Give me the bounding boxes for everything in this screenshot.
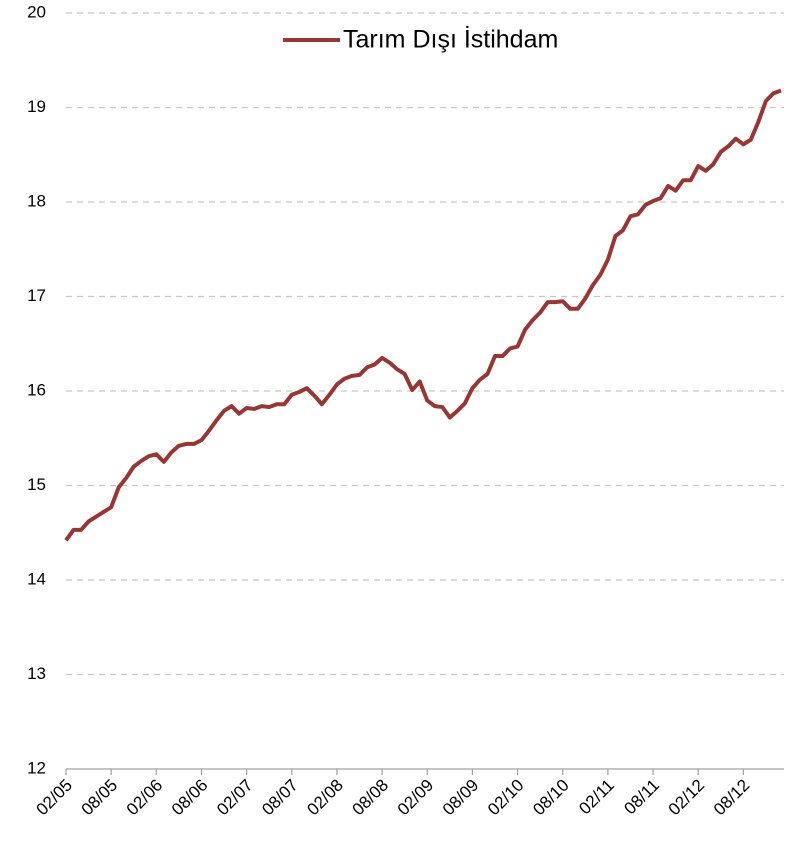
y-tick-label: 17 [27, 286, 46, 305]
x-tick-label: 08/10 [529, 776, 573, 820]
x-tick-label: 08/05 [78, 776, 122, 820]
x-tick-label: 02/08 [303, 776, 347, 820]
x-tick-label: 02/10 [484, 776, 528, 820]
y-tick-label: 13 [27, 664, 46, 683]
y-tick-label: 16 [27, 380, 46, 399]
x-tick-label: 02/05 [32, 776, 76, 820]
y-tick-label: 12 [27, 758, 46, 777]
x-tick-label: 02/07 [213, 776, 257, 820]
y-tick-label: 20 [27, 2, 46, 21]
x-tick-label: 02/11 [575, 776, 618, 819]
x-tick-label: 08/12 [710, 776, 754, 820]
x-tick-label: 08/11 [620, 776, 663, 819]
x-tick-label: 02/06 [123, 776, 167, 820]
data-line [64, 88, 782, 542]
x-tick-label: 08/07 [258, 776, 302, 820]
y-tick-label: 15 [27, 475, 46, 494]
y-tick-label: 14 [27, 569, 46, 588]
y-tick-label: 18 [27, 191, 46, 210]
x-tick-label: 08/08 [349, 776, 393, 820]
x-tick-label: 08/06 [168, 776, 212, 820]
x-tick-label: 08/09 [439, 776, 483, 820]
x-tick-label: 02/12 [665, 776, 709, 820]
legend-label: Tarım Dışı İstihdam [343, 25, 558, 54]
x-tick-label: 02/09 [394, 776, 438, 820]
y-tick-label: 19 [27, 97, 46, 116]
